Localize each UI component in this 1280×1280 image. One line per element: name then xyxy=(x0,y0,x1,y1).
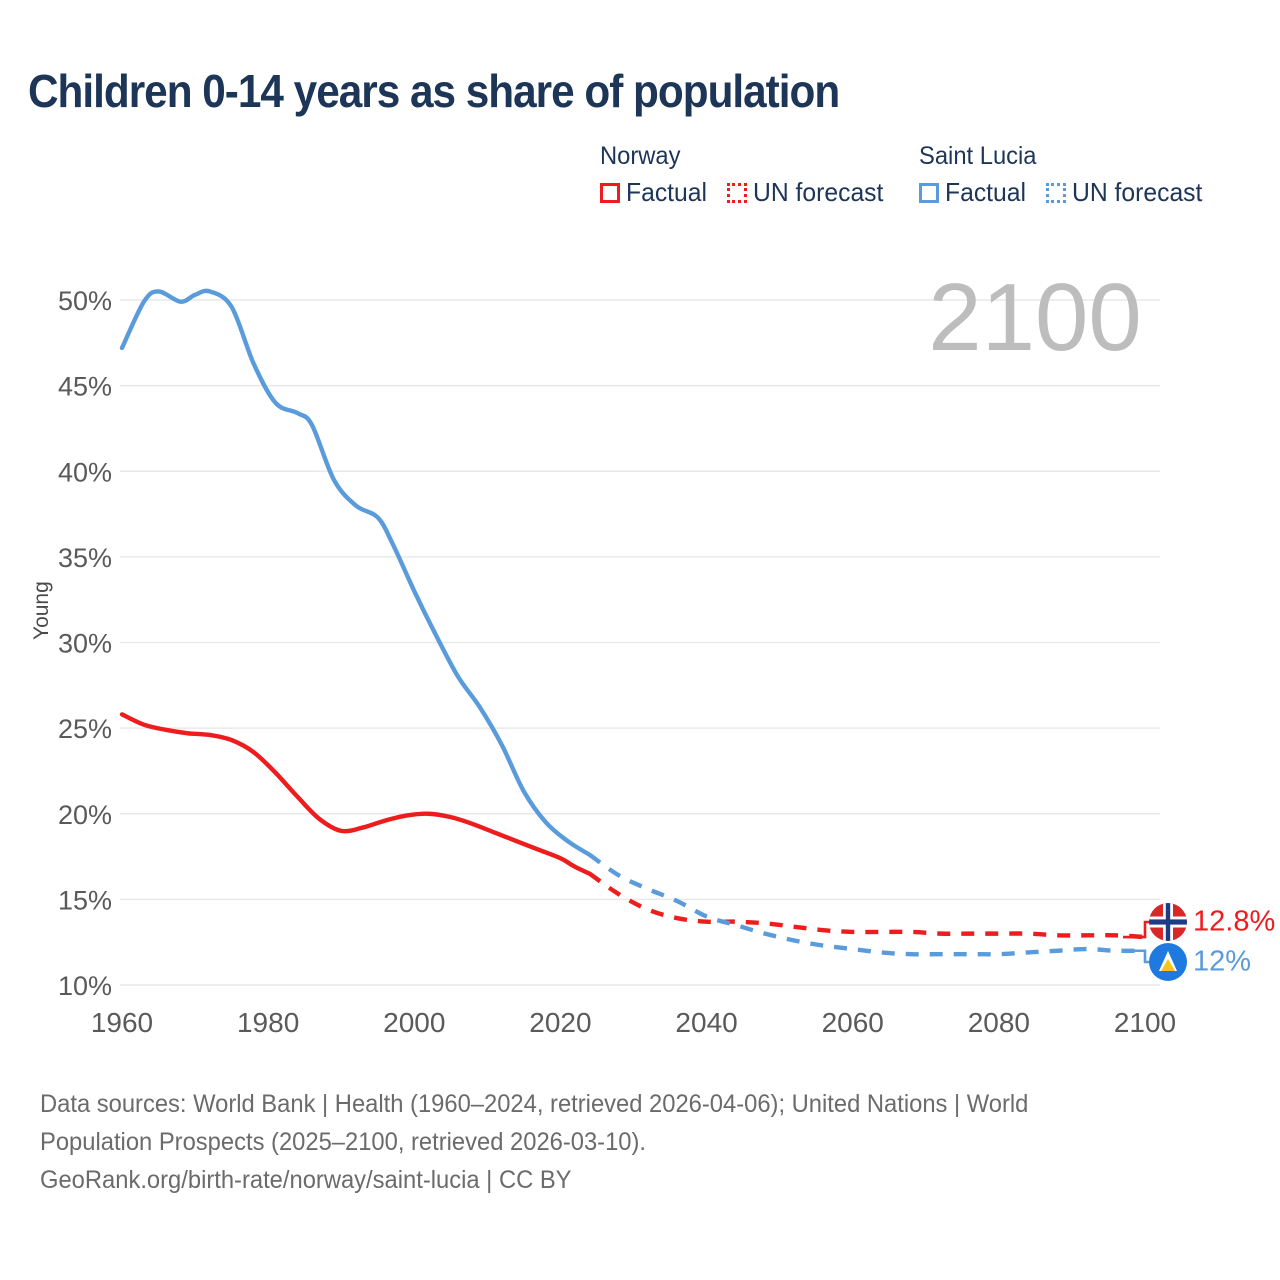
y-axis-tick-label: 20% xyxy=(58,800,112,830)
legend-item-norway-factual[interactable]: Factual xyxy=(600,177,711,208)
norway-flag-icon[interactable] xyxy=(1149,903,1187,941)
page-title: Children 0-14 years as share of populati… xyxy=(28,65,840,117)
y-axis-tick-label: 40% xyxy=(58,457,112,487)
legend-entries-norway: Factual UN forecast xyxy=(600,177,891,208)
end-connector-norway xyxy=(1123,920,1149,939)
x-axis-tick-label: 1980 xyxy=(237,1007,299,1038)
y-axis-tick-label: 30% xyxy=(58,629,112,659)
x-axis-tick-label: 2000 xyxy=(383,1007,445,1038)
y-axis-tick-label: 15% xyxy=(58,885,112,915)
series-line-factual-saint-lucia xyxy=(119,288,592,858)
series-line-factual-norway xyxy=(119,712,592,876)
x-axis-tick-label: 2080 xyxy=(968,1007,1030,1038)
footer-line-1: Data sources: World Bank | Health (1960–… xyxy=(40,1090,1029,1118)
legend-group-norway: Norway Factual UN forecast xyxy=(600,142,891,208)
x-axis-tick-label: 1960 xyxy=(91,1007,153,1038)
x-axis-tick-label: 2100 xyxy=(1114,1007,1176,1038)
series-line-forecast-norway xyxy=(588,871,1146,940)
series-line-forecast-saint-lucia xyxy=(588,853,1146,957)
footer-line-2: Population Prospects (2025–2100, retriev… xyxy=(40,1128,647,1156)
legend-label-saint-lucia-factual: Factual xyxy=(944,177,1026,207)
end-value-label-saint-lucia: 12% xyxy=(1193,946,1251,978)
legend-country-label-norway: Norway xyxy=(600,142,681,170)
x-axis-tick-label: 2020 xyxy=(529,1007,591,1038)
end-value-label-norway: 12.8% xyxy=(1193,906,1275,938)
legend-country-label-saint-lucia: Saint Lucia xyxy=(918,142,1037,170)
footer-sources: Data sources: World Bank | Health (1960–… xyxy=(40,1085,1180,1199)
dotted-square-swatch-icon xyxy=(727,182,748,203)
x-axis-tick-label: 2060 xyxy=(822,1007,884,1038)
chart-gridlines xyxy=(120,299,1160,986)
legend-label-saint-lucia-forecast: UN forecast xyxy=(1071,177,1203,207)
y-axis-tick-label: 10% xyxy=(58,971,112,1001)
dotted-square-swatch-icon xyxy=(1045,182,1066,203)
saint-lucia-flag-icon[interactable] xyxy=(1149,943,1187,981)
end-connector-saint-lucia xyxy=(1123,949,1149,964)
y-axis-tick-label: 35% xyxy=(58,543,112,573)
legend-item-saint-lucia-factual[interactable]: Factual xyxy=(918,177,1030,208)
y-axis-title: Young xyxy=(30,581,53,640)
x-axis-tick-label: 2040 xyxy=(675,1007,737,1038)
legend-group-saint-lucia: Saint Lucia Factual UN forecast xyxy=(918,142,1210,208)
chart-end-markers: 12.8% 12% xyxy=(1123,903,1275,981)
legend-label-norway-forecast: UN forecast xyxy=(753,177,884,207)
solid-square-swatch-icon xyxy=(600,182,620,203)
chart-y-axis-ticks: 10% 15% 20% 25% 30% 35% 40% 45% 50% xyxy=(58,286,112,1001)
y-axis-tick-label: 50% xyxy=(58,286,112,316)
y-axis-tick-label: 25% xyxy=(58,714,112,744)
footer-line-3[interactable]: GeoRank.org/birth-rate/norway/saint-luci… xyxy=(40,1166,572,1194)
y-axis-tick-label: 45% xyxy=(58,372,112,402)
year-watermark: 2100 xyxy=(928,264,1142,371)
legend-item-norway-forecast[interactable]: UN forecast xyxy=(727,177,890,208)
legend-item-saint-lucia-forecast[interactable]: UN forecast xyxy=(1045,177,1209,208)
chart-x-axis-ticks: 1960 1980 2000 2020 2040 2060 2080 2100 xyxy=(91,1007,1176,1038)
solid-square-swatch-icon xyxy=(918,182,939,203)
legend-entries-saint-lucia: Factual UN forecast xyxy=(918,177,1210,208)
legend-label-norway-factual: Factual xyxy=(626,177,708,207)
chart-series-lines xyxy=(119,288,1146,957)
chart-legend: Norway Factual UN forecast Saint Lucia F… xyxy=(600,142,1209,208)
